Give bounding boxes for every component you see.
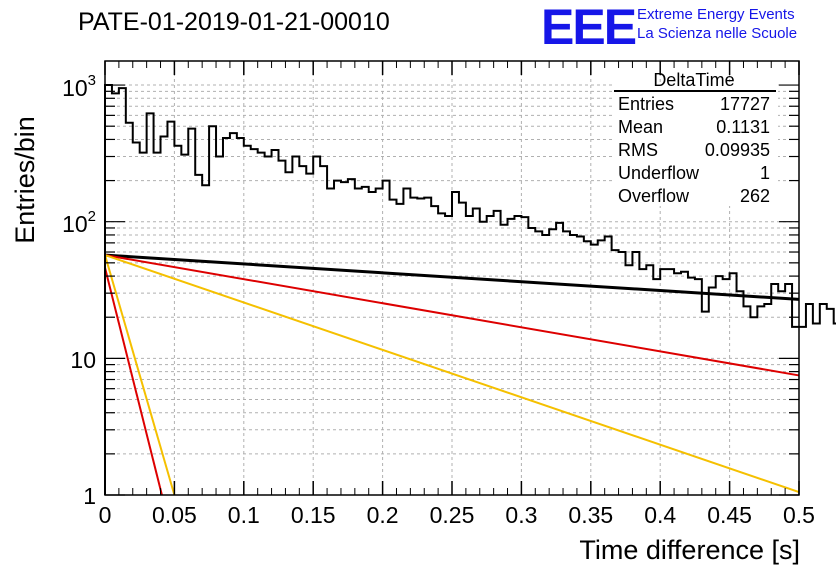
fit-curve [104, 254, 800, 377]
x-tick-label: 0 [99, 502, 112, 528]
fit-curve [104, 254, 176, 496]
x-tick-label: 0.35 [568, 502, 613, 528]
x-tick-label: 0.1 [228, 502, 260, 528]
stats-label-overflow: Overflow [618, 186, 690, 206]
x-tick-label: 0.05 [152, 502, 197, 528]
axis-ticks [104, 61, 800, 496]
stats-box-name: DeltaTime [653, 70, 734, 90]
fit-curves [104, 253, 800, 496]
stats-box-bg [612, 82, 778, 206]
fit-curve [104, 267, 163, 496]
fit-curve [104, 254, 800, 494]
x-axis-label: Time difference [s] [579, 535, 800, 565]
chart-title: PATE-01-2019-01-21-00010 [78, 8, 390, 36]
logo-line-2: La Scienza nelle Scuole [637, 25, 798, 42]
eee-logo: EEE [541, 0, 637, 55]
eee-logo-subtitle: Extreme Energy Events La Scienza nelle S… [637, 5, 797, 43]
stats-value-mean: 0.1131 [716, 117, 770, 137]
stats-label-underflow: Underflow [618, 163, 700, 183]
stats-label-mean: Mean [618, 117, 663, 137]
fit-curve [104, 253, 800, 301]
y-tick-label-1: 1 [83, 483, 96, 509]
x-tick-label: 0.15 [291, 502, 336, 528]
histogram-steps [104, 84, 836, 495]
x-tick-label: 0.4 [644, 502, 676, 528]
y-axis-label: Entries/bin [10, 116, 40, 244]
stats-value-underflow: 1 [760, 163, 770, 183]
y-tick-label-1e2: 102 [62, 208, 96, 237]
stats-box: DeltaTime Entries 17727 Mean 0.1131 RMS … [612, 70, 778, 206]
x-tick-labels: 0 0.05 0.1 0.15 0.2 0.25 0.3 0.35 0.4 0.45 0.5 [99, 502, 815, 528]
y-tick-label-1e3: 103 [62, 72, 96, 101]
stats-value-entries: 17727 [720, 94, 770, 114]
stats-value-rms: 0.09935 [705, 140, 770, 160]
y-tick-label-10: 10 [70, 347, 96, 373]
logo-line-1: Extreme Energy Events [637, 6, 795, 23]
x-tick-label: 0.25 [430, 502, 475, 528]
stats-value-overflow: 262 [740, 186, 770, 206]
y-tick-labels: 103 102 10 1 [62, 72, 96, 509]
x-tick-label: 0.5 [783, 502, 815, 528]
x-tick-label: 0.3 [505, 502, 537, 528]
x-tick-label: 0.2 [367, 502, 399, 528]
stats-label-rms: RMS [618, 140, 658, 160]
stats-label-entries: Entries [618, 94, 674, 114]
x-tick-label: 0.45 [707, 502, 752, 528]
